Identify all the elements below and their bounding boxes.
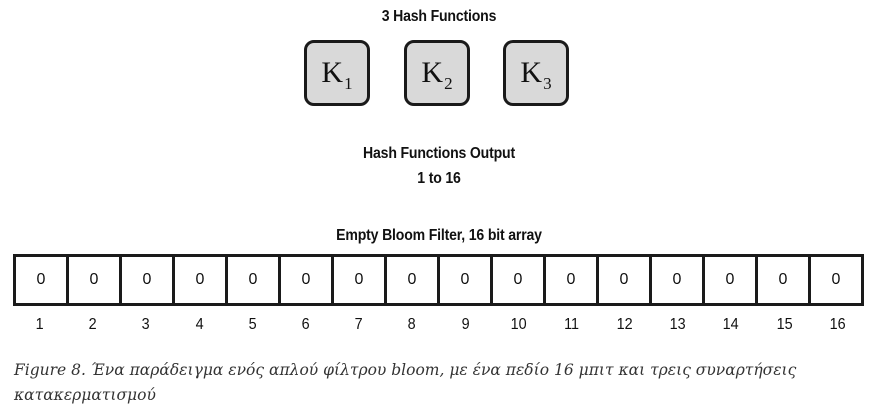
bit-cell: 0 <box>281 257 334 303</box>
bit-cell: 0 <box>831 271 841 288</box>
hash-function-subscript: 3 <box>543 74 552 93</box>
bit-cell: 0 <box>705 257 758 303</box>
bit-index-label: 8 <box>407 316 416 333</box>
hash-output-range: 1 to 16 <box>417 170 461 187</box>
bit-cell: 0 <box>758 257 811 303</box>
bit-index-label: 15 <box>776 316 793 333</box>
hash-function-letter: K <box>421 56 444 89</box>
bit-index-label: 11 <box>563 316 579 333</box>
bit-index-label: 13 <box>669 316 686 333</box>
hash-function-letter: K <box>321 56 344 89</box>
bit-cell: 0 <box>493 257 546 303</box>
bit-cell: 0 <box>440 257 493 303</box>
bit-cell: 0 <box>16 257 69 303</box>
hash-output-title: Hash Functions Output <box>363 145 515 162</box>
bit-cell: 0 <box>334 257 387 303</box>
bit-index-label: 1 <box>35 316 44 333</box>
bit-index-label: 4 <box>195 316 204 333</box>
bit-cell: 0 <box>69 257 122 303</box>
bit-cell: 0 <box>228 257 281 303</box>
bit-index-label: 7 <box>354 316 363 333</box>
bit-cell: 0 <box>599 257 652 303</box>
bit-index-label: 5 <box>248 316 257 333</box>
bit-index-label: 6 <box>301 316 310 333</box>
bit-cell: 0 <box>652 257 705 303</box>
bit-index-label: 10 <box>510 316 527 333</box>
hash-function-letter: K <box>520 56 543 89</box>
hash-function-subscript: 1 <box>344 74 353 93</box>
bit-index-label: 9 <box>461 316 470 333</box>
bit-index-label: 2 <box>88 316 97 333</box>
bit-cell: 0 <box>122 257 175 303</box>
hash-functions-title: 3 Hash Functions <box>381 8 497 25</box>
hash-function-subscript: 2 <box>444 74 453 93</box>
bit-index-label: 16 <box>829 316 846 333</box>
bit-index-label: 12 <box>616 316 633 333</box>
bit-index-label: 14 <box>723 316 740 333</box>
figure-caption: Figure 8. Ένα παράδειγμα ενός απλού φίλτ… <box>14 361 797 404</box>
bloom-filter-title: Empty Bloom Filter, 16 bit array <box>336 227 542 244</box>
bit-cell: 0 <box>387 257 440 303</box>
bit-index-labels: 1 2 3 4 5 6 7 8 9 10 11 12 13 14 15 16 <box>13 316 864 334</box>
bit-cell: 0 <box>546 257 599 303</box>
bit-index-label: 3 <box>141 316 150 333</box>
bit-cell: 0 <box>175 257 228 303</box>
